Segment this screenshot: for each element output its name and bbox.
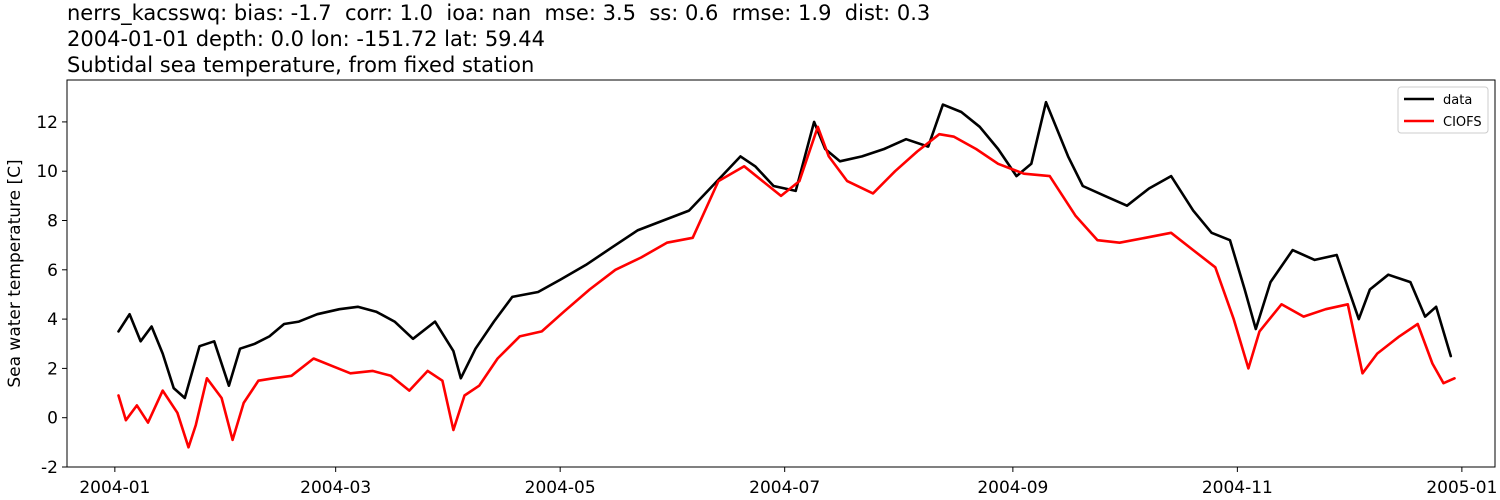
series-line-ciofs (117, 125, 1456, 449)
y-tick-label: 4 (47, 310, 58, 330)
legend-label-ciofs: CIOFS (1443, 115, 1482, 130)
x-tick-label: 2004-09 (977, 478, 1048, 498)
chart-title-metrics: nerrs_kacsswq: bias: -1.7 corr: 1.0 ioa:… (67, 1, 931, 25)
x-tick-label: 2005-01 (1426, 478, 1497, 498)
x-tick-label: 2004-03 (300, 478, 371, 498)
y-tick-label: 0 (47, 409, 58, 429)
x-tick-label: 2004-01 (79, 478, 150, 498)
chart-title-station: 2004-01-01 depth: 0.0 lon: -151.72 lat: … (67, 27, 545, 51)
y-tick-label: -2 (41, 458, 58, 478)
x-tick-label: 2004-07 (749, 478, 820, 498)
y-tick-label: 10 (36, 162, 58, 182)
y-tick-label: 8 (47, 212, 58, 232)
chart-title-block: nerrs_kacsswq: bias: -1.7 corr: 1.0 ioa:… (67, 0, 930, 78)
legend-label-data: data (1443, 93, 1472, 108)
chart-title-description: Subtidal sea temperature, from fixed sta… (67, 53, 535, 77)
x-tick-label: 2004-11 (1202, 478, 1273, 498)
y-tick-label: 2 (47, 359, 58, 379)
x-tick-label: 2004-05 (525, 478, 596, 498)
series-line-data (117, 100, 1453, 400)
y-tick-label: 12 (36, 113, 58, 133)
plot-frame (66, 79, 1496, 468)
y-axis-label: Sea water temperature [C] (5, 159, 25, 387)
y-tick-label: 6 (47, 261, 58, 281)
